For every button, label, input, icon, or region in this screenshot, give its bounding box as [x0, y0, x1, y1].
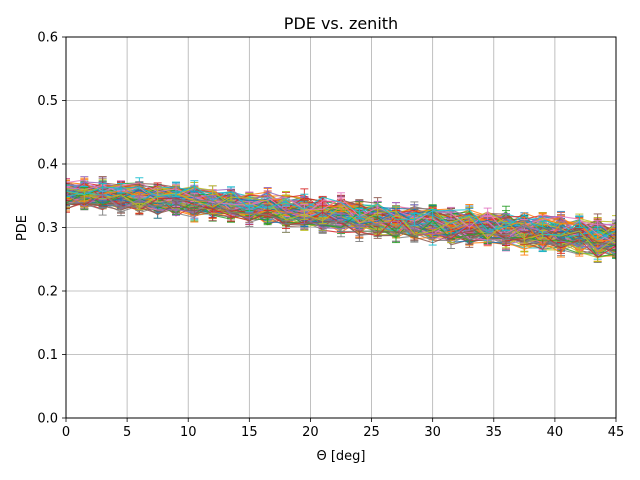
- y-tick-label: 0.5: [37, 94, 58, 109]
- x-tick-label: 10: [180, 425, 197, 440]
- y-tick-label: 0.4: [37, 158, 58, 173]
- y-tick-label: 0.6: [37, 31, 58, 46]
- x-tick-label: 15: [241, 425, 258, 440]
- series-path: [66, 185, 616, 241]
- x-tick-label: 20: [302, 425, 319, 440]
- x-tick-label: 40: [547, 425, 564, 440]
- y-tick-label: 0.3: [37, 221, 58, 236]
- x-tick-label: 35: [486, 425, 503, 440]
- y-axis-label: PDE: [15, 215, 30, 241]
- chart-title: PDE vs. zenith: [284, 14, 398, 33]
- x-axis-label: Θ [deg]: [316, 449, 365, 464]
- x-axis: 0 5 10 15 20 25 30 35 40 45: [62, 418, 624, 440]
- x-tick-label: 45: [608, 425, 625, 440]
- y-axis: 0.0 0.1 0.2 0.3 0.4 0.5 0.6: [37, 31, 66, 427]
- series-line: [66, 180, 616, 241]
- y-tick-label: 0.0: [37, 412, 58, 427]
- plot-area: [66, 176, 616, 263]
- y-tick-label: 0.1: [37, 348, 58, 363]
- x-tick-label: 25: [363, 425, 380, 440]
- x-tick-label: 0: [62, 425, 70, 440]
- x-tick-label: 5: [123, 425, 131, 440]
- y-tick-label: 0.2: [37, 285, 58, 300]
- x-tick-label: 30: [424, 425, 441, 440]
